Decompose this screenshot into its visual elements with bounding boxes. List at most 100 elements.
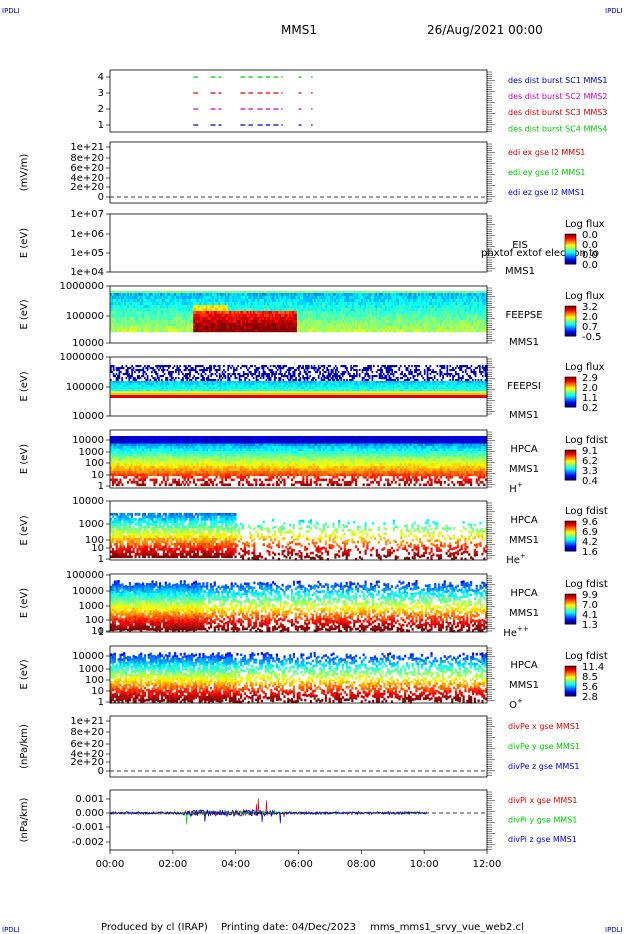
spectrogram-cell: [432, 329, 434, 333]
spectrogram-cell: [179, 393, 181, 396]
spectrogram-cell: [142, 393, 145, 396]
spectrogram-cell: [300, 311, 302, 315]
spectrogram-cell: [115, 369, 118, 372]
spectrogram-cell: [204, 296, 207, 300]
spectrogram-cell: [333, 305, 335, 309]
spectrogram-cell: [138, 377, 140, 380]
spectrogram-cell: [391, 308, 394, 312]
spectrogram-cell: [197, 387, 200, 390]
spectrogram-cell: [460, 308, 463, 312]
spectrogram-cell: [164, 314, 167, 318]
spectrogram-cell: [213, 367, 215, 370]
spectrogram-cell: [287, 305, 290, 309]
spectrogram-cell: [334, 329, 337, 333]
spectrogram-cell: [369, 302, 372, 306]
spectrogram-cell: [158, 305, 161, 309]
spectrogram-cell: [235, 296, 238, 300]
spectrogram-cell: [392, 320, 395, 324]
spectrogram-cell: [124, 296, 127, 300]
colorbar-label: 0.7: [582, 322, 598, 333]
spectrogram-cell: [435, 317, 438, 321]
spectrogram-cell: [413, 323, 416, 327]
spectrogram-cell: [219, 293, 222, 297]
spectrogram-cell: [375, 305, 378, 309]
spectrogram-cell: [132, 393, 135, 396]
spectrogram-cell: [226, 311, 229, 315]
spectrogram-cell: [268, 323, 271, 327]
spectrogram-cell: [397, 305, 400, 309]
spectrogram-cell: [413, 326, 416, 330]
spectrogram-cell: [160, 291, 163, 293]
spectrogram-cell: [197, 296, 200, 300]
spectrogram-cell: [301, 317, 304, 321]
spectrogram-cell: [408, 323, 411, 327]
spectrogram-cell: [207, 389, 210, 392]
spectrogram-cell: [191, 305, 194, 309]
spectrogram-cell: [150, 383, 153, 386]
spectrogram-cell: [482, 329, 485, 333]
spectrogram-cell: [362, 317, 365, 321]
spectrogram-cell: [242, 391, 245, 394]
spectrogram-cell: [155, 323, 158, 327]
spectrogram-cell: [187, 373, 190, 376]
spectrogram-cell: [201, 308, 203, 312]
spectrogram-cell: [144, 299, 147, 303]
spectrogram-cell: [430, 320, 433, 324]
spectrogram-cell: [248, 391, 251, 394]
spectrogram-cell: [210, 383, 213, 386]
spectrogram-cell: [146, 365, 149, 368]
spectrogram-cell: [477, 291, 480, 293]
spectrogram-cell: [235, 389, 238, 392]
spectrogram-cell: [386, 296, 389, 300]
spectrogram-cell: [111, 296, 114, 300]
spectrogram-cell: [306, 293, 309, 297]
spectrogram-cell: [169, 314, 172, 318]
spectrogram-cell: [306, 296, 309, 300]
spectrogram-cell: [110, 387, 112, 390]
spectrogram-cell: [128, 317, 131, 321]
spectrogram-cell: [133, 314, 136, 318]
spectrogram-cell: [173, 389, 176, 392]
spectrogram-cell: [241, 385, 244, 388]
spectrogram-cell: [139, 326, 142, 330]
spectrogram-cell: [476, 314, 478, 318]
spectrogram-cell: [381, 308, 384, 312]
spectrogram-cell: [424, 305, 427, 309]
spectrogram-cell: [274, 308, 277, 312]
spectrogram-cell: [402, 291, 405, 293]
spectrogram-cell: [186, 305, 189, 309]
spectrogram-cell: [344, 314, 346, 318]
spectrogram-cell: [337, 302, 340, 306]
spectrogram-cell: [142, 369, 145, 372]
y-tick-label: 1e+21: [70, 142, 104, 153]
spectrogram-cell: [472, 323, 475, 327]
spectrogram-cell: [348, 291, 351, 293]
spectrogram-cell: [249, 389, 252, 392]
spectrogram-cell: [436, 323, 439, 327]
spectrogram-cell: [237, 365, 239, 368]
spectrogram-cell: [196, 387, 198, 390]
spectrogram-cell: [268, 308, 271, 312]
spectrogram-cell: [372, 329, 375, 333]
spectrogram-cell: [325, 314, 328, 318]
spectrogram-cell: [201, 391, 204, 394]
spectrogram-cell: [282, 296, 285, 300]
spectrogram-cell: [212, 323, 214, 327]
spectrogram-cell: [158, 377, 160, 380]
spectrogram-cell: [476, 317, 478, 321]
spectrogram-cell: [128, 373, 131, 376]
spectrogram-cell: [340, 308, 343, 312]
spectrogram-cell: [287, 296, 290, 300]
spectrogram-cell: [135, 389, 138, 392]
spectrogram-cell: [227, 329, 230, 333]
spectrogram-cell: [466, 293, 469, 297]
spectrogram-cell: [196, 329, 199, 333]
spectrogram-cell: [257, 305, 260, 309]
spectrogram-cell: [388, 317, 390, 321]
spectrogram-cell: [282, 320, 285, 324]
spectrogram-cell: [191, 314, 194, 318]
spectrogram-cell: [471, 311, 474, 315]
spectrogram-cell: [259, 291, 262, 293]
spectrogram-cell: [307, 329, 310, 333]
spectrogram-cell: [249, 371, 252, 374]
